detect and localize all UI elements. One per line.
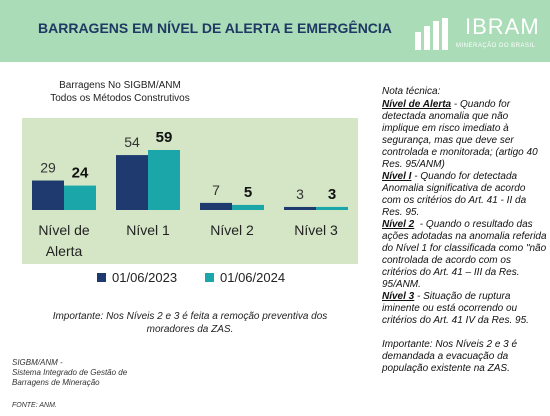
footer-fonte: FONTE: ANM. bbox=[12, 402, 57, 409]
footer-line: Sistema Integrado de Gestão de bbox=[12, 368, 128, 377]
note-text: - Situação de ruptura iminente ou está o… bbox=[382, 291, 529, 326]
note-item: Nível I - Quando for detectada Anomalia … bbox=[382, 171, 547, 219]
value-label: 59 bbox=[156, 129, 173, 146]
value-label: 3 bbox=[296, 186, 304, 202]
title: BARRAGENS EM NÍVEL DE ALERTA E EMERGÊNCI… bbox=[38, 20, 392, 36]
footer-line: Barragens de Mineração bbox=[12, 378, 100, 387]
chart-subtitle: Barragens No SIGBM/ANM Todos os Métodos … bbox=[20, 79, 220, 105]
header-band bbox=[0, 0, 550, 62]
bar bbox=[64, 185, 96, 210]
bar bbox=[232, 204, 264, 210]
value-label: 29 bbox=[40, 160, 56, 176]
legend-label: 01/06/2024 bbox=[220, 270, 285, 285]
note-item: Nível 3 - Situação de ruptura iminente o… bbox=[382, 291, 547, 327]
note-label: Nível 2 bbox=[382, 219, 415, 230]
note-important: Importante: Nos Níveis 2 e 3 é demandada… bbox=[382, 339, 518, 374]
bar bbox=[316, 206, 348, 210]
logo-subtitle: MINERAÇÃO DO BRASIL bbox=[456, 43, 536, 49]
category-label: Nível 3 bbox=[294, 222, 338, 238]
value-label: 5 bbox=[244, 184, 252, 201]
value-label: 7 bbox=[212, 182, 220, 198]
bar bbox=[284, 206, 316, 210]
logo-icon bbox=[415, 18, 448, 50]
value-label: 24 bbox=[72, 165, 89, 182]
value-label: 3 bbox=[328, 186, 336, 203]
bar bbox=[148, 150, 180, 210]
important-note: Importante: Nos Níveis 2 e 3 é feita a r… bbox=[52, 311, 328, 335]
category-label: Nível 1 bbox=[126, 222, 170, 238]
subtitle-line: Barragens No SIGBM/ANM bbox=[59, 80, 181, 91]
footer-line: SIGBM/ANM - bbox=[12, 358, 63, 367]
note-text: - Quando for detectada anomalia que não … bbox=[382, 99, 541, 170]
category-label: Nível de Alerta bbox=[38, 222, 90, 259]
value-label: 54 bbox=[124, 134, 140, 150]
bar bbox=[116, 155, 148, 210]
notes-heading: Nota técnica: bbox=[382, 86, 441, 97]
logo-text: IBRAM bbox=[465, 14, 540, 39]
bar bbox=[32, 180, 64, 210]
legend-label: 01/06/2023 bbox=[112, 270, 177, 285]
note-label: Nível I bbox=[382, 171, 412, 182]
subtitle-line: Todos os Métodos Construtivos bbox=[50, 93, 190, 104]
note-item: Nível 2 - Quando o resultado das ações a… bbox=[382, 219, 547, 291]
chart: 29 24 54 59 7 5 3 3 01/06/2023 01/06/2024 bbox=[22, 118, 358, 285]
note-text: - Quando for detectada Anomalia signific… bbox=[382, 171, 529, 218]
note-item: Nível de Alerta - Quando for detectada a… bbox=[382, 99, 547, 171]
legend-swatch bbox=[97, 273, 106, 282]
bar bbox=[200, 202, 232, 210]
category-label: Nível 2 bbox=[210, 222, 254, 238]
legend-swatch bbox=[205, 273, 214, 282]
note-label: Nível de Alerta bbox=[382, 99, 452, 110]
technical-notes: Nota técnica: Nível de Alerta - Quando f… bbox=[382, 86, 547, 375]
note-label: Nível 3 bbox=[382, 291, 415, 302]
note-text: - Quando o resultado das ações adotadas … bbox=[382, 219, 550, 290]
footer-source: SIGBM/ANM - Sistema Integrado de Gestão … bbox=[12, 358, 127, 388]
